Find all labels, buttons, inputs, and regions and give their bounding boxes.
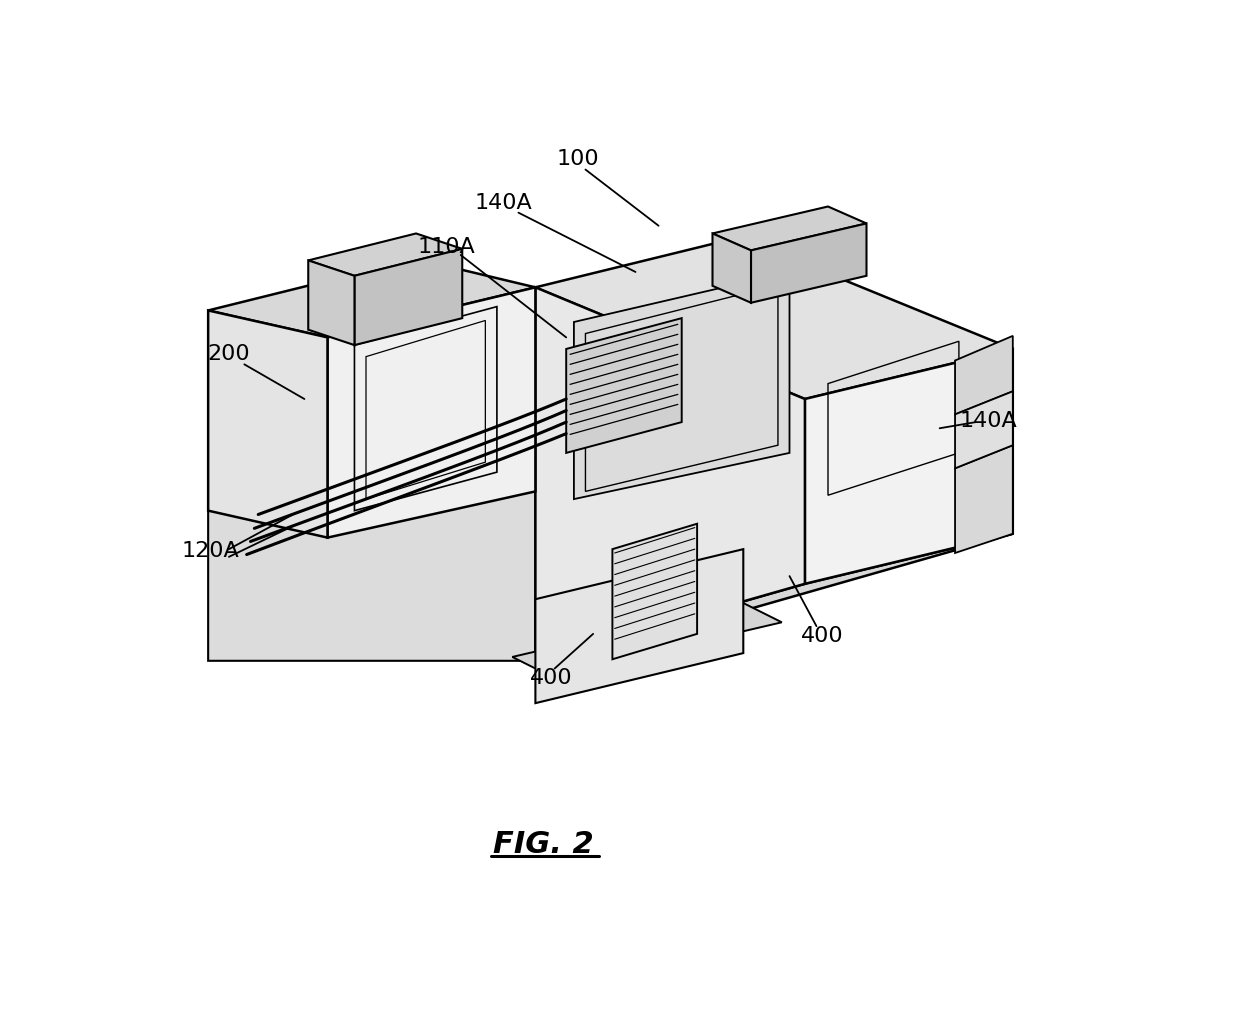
Polygon shape — [536, 534, 1013, 661]
Polygon shape — [355, 249, 463, 345]
Text: 100: 100 — [557, 149, 599, 168]
Text: 120A: 120A — [181, 541, 239, 561]
Polygon shape — [955, 446, 1013, 553]
Polygon shape — [512, 603, 781, 676]
Polygon shape — [713, 233, 751, 302]
Polygon shape — [713, 206, 867, 251]
Polygon shape — [208, 311, 327, 538]
Text: 400: 400 — [529, 668, 572, 688]
Polygon shape — [955, 336, 1013, 414]
Polygon shape — [536, 549, 743, 703]
Polygon shape — [805, 349, 1013, 584]
Text: 200: 200 — [207, 344, 250, 364]
Text: FIG. 2: FIG. 2 — [492, 829, 594, 859]
Polygon shape — [751, 223, 867, 302]
Polygon shape — [208, 259, 536, 337]
Polygon shape — [955, 392, 1013, 468]
Text: 140A: 140A — [960, 410, 1017, 430]
Polygon shape — [536, 287, 805, 661]
Polygon shape — [309, 233, 463, 276]
Polygon shape — [613, 524, 697, 660]
Text: 400: 400 — [801, 626, 843, 647]
Polygon shape — [567, 318, 682, 453]
Polygon shape — [327, 287, 536, 538]
Polygon shape — [208, 468, 536, 538]
Text: 110A: 110A — [418, 236, 476, 257]
Polygon shape — [208, 491, 536, 661]
Polygon shape — [309, 261, 355, 345]
Text: 140A: 140A — [474, 193, 532, 213]
Polygon shape — [574, 272, 790, 499]
Polygon shape — [536, 238, 1013, 399]
